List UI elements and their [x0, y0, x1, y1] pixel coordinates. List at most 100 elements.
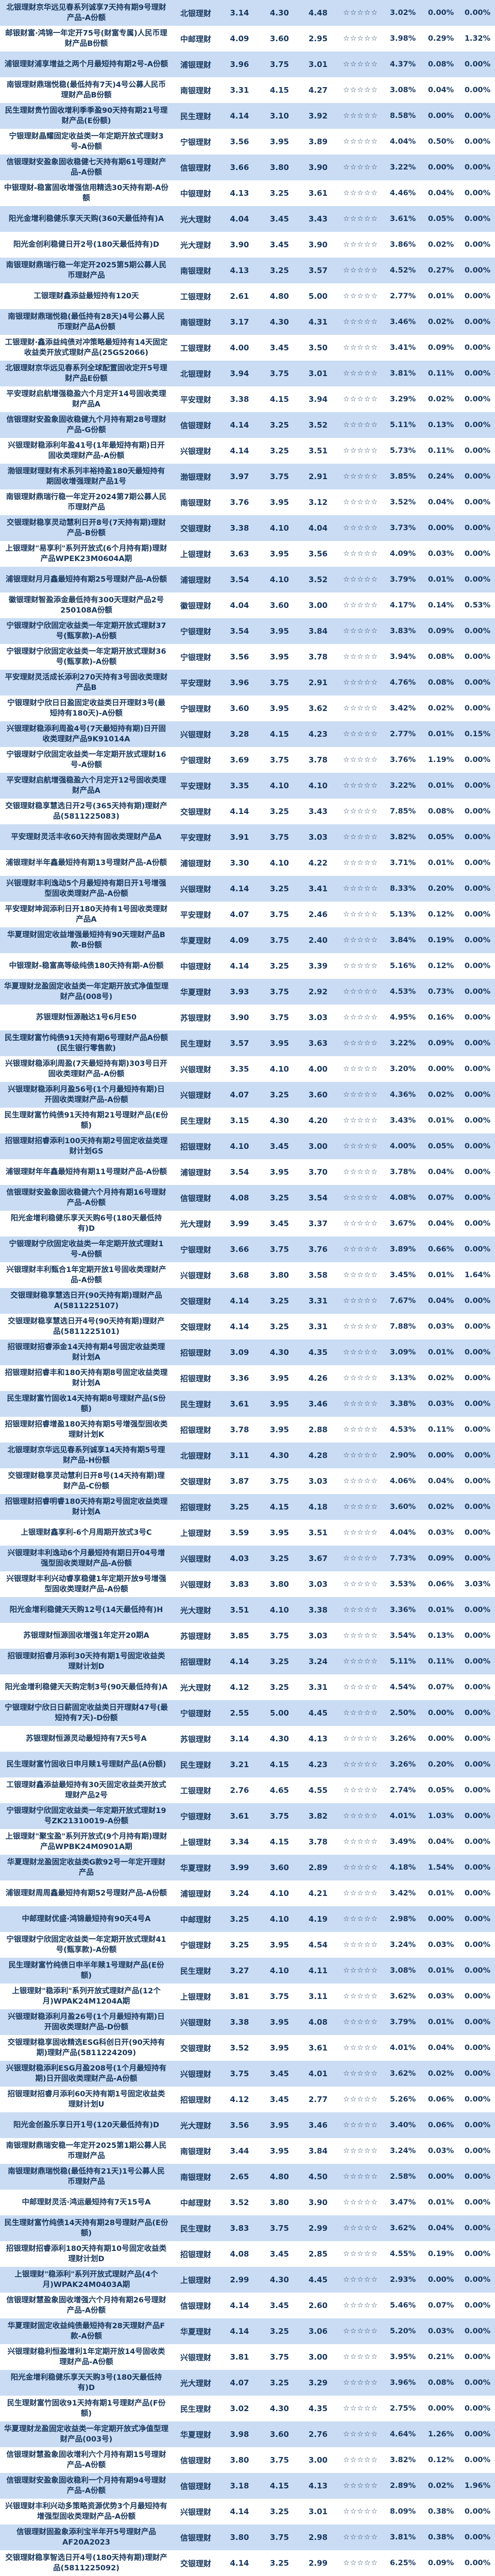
issuer-name: 平安理财 [180, 678, 211, 688]
table-row: 工银理财鑫添益最短持有120天 工银理财 2.61 4.80 5.00 ☆☆☆☆… [0, 283, 495, 309]
table-row: 中银理财-稳富高等级纯债180天持有期-A份额 中银理财 4.14 3.25 3… [0, 953, 495, 979]
metric-value-1: 3.91 [230, 833, 249, 842]
metric-value-3: 2.89 [308, 1863, 328, 1872]
metric-value-1: 3.25 [230, 1502, 249, 1512]
metric-value-1: 2.61 [230, 292, 249, 301]
percent-value-2: 0.38% [428, 2507, 454, 2516]
metric-value-1: 4.14 [230, 1322, 249, 1331]
percent-value-1: 3.62% [389, 2224, 416, 2232]
metric-value-2: 3.95 [269, 1167, 289, 1177]
percent-value-1: 4.46% [389, 189, 416, 197]
percent-value-1: 3.49% [389, 1838, 416, 1846]
percent-value-3: 0.00% [464, 2379, 491, 2387]
percent-value-1: 3.95% [389, 2353, 416, 2361]
star-rating-icon: ☆☆☆☆☆ [343, 1657, 378, 1666]
table-row: 招银理财招睿丰和180天持有期8号固定收益类理财计划A 招银理财 3.36 3.… [0, 1365, 495, 1391]
percent-value-1: 5.13% [389, 910, 416, 919]
metric-value-3: 3.43 [308, 807, 328, 816]
table-row: 华夏理财固定收益纯债最短持有28天理财产品F款-A份额 华夏理财 4.14 3.… [0, 2318, 495, 2344]
issuer-name: 宁银理财 [180, 1811, 211, 1821]
star-rating-icon: ☆☆☆☆☆ [343, 2430, 378, 2438]
percent-value-3: 0.00% [464, 1992, 491, 2001]
product-name: 民生理财富竹纯债91天持有期6号理财产品A份额(民生银行零售款) [5, 1034, 168, 1053]
percent-value-2: 0.06% [428, 1580, 454, 1588]
percent-value-3: 0.00% [464, 86, 491, 94]
metric-value-3: 3.03 [308, 833, 328, 842]
issuer-name: 华夏理财 [180, 2430, 211, 2439]
percent-value-1: 5.20% [389, 2327, 416, 2335]
metric-value-3: 3.67 [308, 1554, 328, 1563]
metric-value-3: 3.56 [308, 549, 328, 558]
metric-value-2: 3.95 [269, 1374, 289, 1383]
table-row: 信银理财慧盈象固收增强六个月持有期26号理财产品-A份额 信银理财 4.14 3… [0, 2293, 495, 2318]
percent-value-1: 3.79% [389, 2018, 416, 2026]
metric-value-3: 3.39 [308, 961, 328, 971]
percent-value-2: 0.04% [428, 189, 454, 197]
percent-value-2: 0.11% [428, 369, 454, 378]
metric-value-1: 4.14 [230, 2507, 249, 2516]
percent-value-1: 4.37% [389, 60, 416, 69]
percent-value-2: 0.03% [428, 1400, 454, 1408]
percent-value-3: 1.64% [464, 1271, 491, 1279]
star-rating-icon: ☆☆☆☆☆ [343, 2301, 378, 2310]
percent-value-2: 0.04% [428, 2044, 454, 2052]
metric-value-3: 3.00 [308, 2352, 328, 2362]
percent-value-3: 0.00% [464, 2430, 491, 2438]
metric-value-1: 3.56 [230, 137, 249, 146]
issuer-name: 华夏理财 [180, 936, 211, 945]
percent-value-1: 3.60% [389, 1503, 416, 1511]
percent-value-1: 3.62% [389, 2070, 416, 2078]
metric-value-1: 4.08 [230, 1193, 249, 1202]
issuer-name: 招银理财 [180, 1502, 211, 1512]
metric-value-1: 4.07 [230, 2378, 249, 2387]
metric-value-1: 4.14 [230, 1657, 249, 1666]
percent-value-3: 0.00% [464, 2327, 491, 2335]
metric-value-1: 3.68 [230, 1270, 249, 1280]
percent-value-2: 0.03% [428, 1941, 454, 1949]
percent-value-2: 0.38% [428, 2533, 454, 2541]
issuer-name: 中银理财 [180, 189, 211, 198]
percent-value-1: 3.61% [389, 215, 416, 223]
percent-value-1: 3.78% [389, 1168, 416, 1176]
table-row: 民生理财富竹纯债91天持有期21号理财产品(E份额) 民生理财 3.15 4.3… [0, 1108, 495, 1133]
percent-value-1: 4.00% [389, 1142, 416, 1150]
percent-value-2: 0.03% [428, 550, 454, 558]
star-rating-icon: ☆☆☆☆☆ [343, 1271, 378, 1279]
percent-value-3: 0.00% [464, 2198, 491, 2207]
product-name: 上银理财"易享利"系列开放式(6个月持有期)理财产品WPEK23M0604A期 [5, 545, 167, 563]
percent-value-1: 3.94% [389, 653, 416, 661]
metric-value-2: 3.75 [269, 472, 289, 481]
issuer-name: 北银理财 [180, 8, 211, 18]
table-row: 南银理财鼎瑞悦稳(最低持有7天)4号公募人民币理财产品B份额 南银理财 3.31… [0, 77, 495, 103]
percent-value-2: 0.00% [428, 2173, 454, 2181]
percent-value-3: 0.00% [464, 807, 491, 816]
product-name: 招银理财招睿月添利30天持有期1号固定收益类理财计划D [7, 1652, 165, 1671]
star-rating-icon: ☆☆☆☆☆ [343, 1992, 378, 2001]
metric-value-1: 3.61 [230, 1811, 249, 1821]
star-rating-icon: ☆☆☆☆☆ [343, 1219, 378, 1228]
metric-value-1: 3.21 [230, 1760, 249, 1769]
star-rating-icon: ☆☆☆☆☆ [343, 782, 378, 790]
percent-value-1: 3.42% [389, 704, 416, 713]
metric-value-3: 4.55 [308, 1786, 328, 1795]
percent-value-3: 0.00% [464, 344, 491, 352]
percent-value-3: 0.00% [464, 910, 491, 919]
product-name: 浦银理财月月鑫最短持有期25号理财产品-A份额 [6, 575, 167, 584]
metric-value-2: 3.25 [269, 961, 289, 971]
metric-value-1: 3.63 [230, 549, 249, 558]
metric-value-3: 3.84 [308, 626, 328, 636]
percent-value-3: 0.00% [464, 1219, 491, 1228]
star-rating-icon: ☆☆☆☆☆ [343, 1168, 378, 1176]
metric-value-1: 3.11 [230, 1451, 249, 1460]
table-row: 兴银理财丰利兴动睿享稳健1年定期开放9号增强型固收类理财产品-A份额 兴银理财 … [0, 1571, 495, 1597]
percent-value-2: 0.09% [428, 2559, 454, 2567]
star-rating-icon: ☆☆☆☆☆ [343, 2482, 378, 2490]
percent-value-3: 0.00% [464, 627, 491, 635]
issuer-name: 浦银理财 [180, 60, 211, 70]
percent-value-3: 0.00% [464, 1554, 491, 1563]
percent-value-3: 0.53% [464, 601, 491, 609]
metric-value-3: 4.19 [308, 1914, 328, 1924]
metric-value-3: 4.18 [308, 1502, 328, 1512]
percent-value-3: 0.00% [464, 241, 491, 249]
table-row: 苏银理财恒源灵动最短持有7天5号A 苏银理财 3.14 4.30 4.13 ☆☆… [0, 1726, 495, 1752]
